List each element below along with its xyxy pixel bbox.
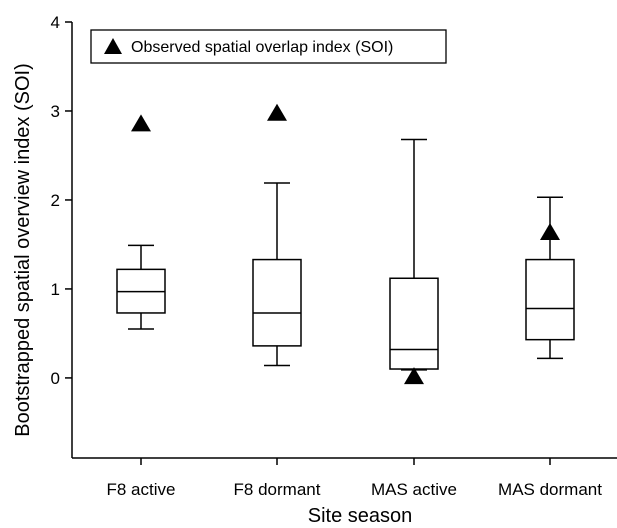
legend-label: Observed spatial overlap index (SOI)	[131, 39, 393, 56]
legend: Observed spatial overlap index (SOI)	[90, 29, 447, 64]
boxes	[116, 138, 575, 371]
observed-soi-marker	[267, 103, 287, 121]
iqr-box	[252, 258, 302, 347]
observed-soi-marker	[131, 114, 151, 132]
legend-triangle-icon	[104, 38, 122, 54]
box-4	[525, 196, 575, 360]
y-tick-label: 0	[51, 369, 60, 388]
x-tick-label: MAS active	[371, 480, 457, 499]
legend-box	[90, 29, 447, 64]
y-ticks: 0 1 2 3 4	[51, 13, 72, 388]
iqr-box	[525, 258, 575, 341]
observed-soi-marker	[540, 222, 560, 240]
axes	[71, 22, 617, 459]
y-tick-label: 2	[51, 191, 60, 210]
iqr-box	[389, 277, 439, 370]
x-tick-label: F8 active	[107, 480, 176, 499]
box-1	[116, 244, 166, 330]
observed-soi-marker	[404, 367, 424, 385]
x-tick-label: MAS dormant	[498, 480, 602, 499]
box-2	[252, 182, 302, 367]
y-axis-title: Bootstrapped spatial overview index (SOI…	[12, 63, 34, 437]
y-tick-label: 3	[51, 102, 60, 121]
box-3	[389, 138, 439, 371]
y-tick-label: 4	[51, 13, 60, 32]
x-tick-labels: F8 active F8 dormant MAS active MAS dormant	[107, 458, 602, 499]
x-axis-title: Site season	[308, 505, 413, 527]
observed-soi-markers	[131, 103, 560, 385]
y-tick-label: 1	[51, 280, 60, 299]
x-tick-label: F8 dormant	[234, 480, 321, 499]
